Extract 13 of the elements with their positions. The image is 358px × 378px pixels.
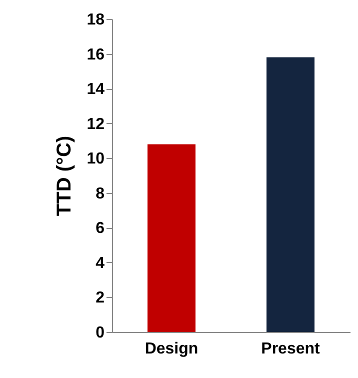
y-tick-label: 10 (86, 150, 105, 168)
y-tick-label: 2 (96, 290, 105, 307)
x-tick-label: Present (261, 340, 321, 358)
y-tick-label: 14 (86, 81, 105, 98)
y-tick-label: 18 (86, 12, 105, 28)
y-tick-label: 8 (96, 185, 105, 202)
y-axis-title: TTD (°C) (54, 136, 76, 216)
y-tick-label: 16 (86, 46, 105, 64)
y-tick-label: 0 (96, 324, 105, 342)
y-tick-label: 4 (96, 254, 105, 272)
x-tick-label: Design (144, 340, 198, 358)
y-tick-label: 12 (86, 116, 105, 133)
y-tick-label: 6 (96, 220, 105, 238)
